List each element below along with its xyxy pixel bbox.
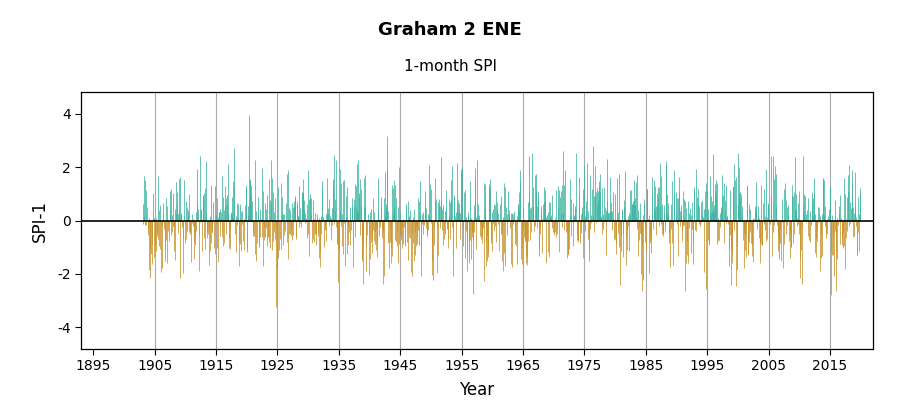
- Y-axis label: SPI-1: SPI-1: [31, 200, 49, 242]
- Text: Graham 2 ENE: Graham 2 ENE: [378, 21, 522, 39]
- Text: 1-month SPI: 1-month SPI: [403, 59, 497, 74]
- X-axis label: Year: Year: [459, 381, 495, 399]
